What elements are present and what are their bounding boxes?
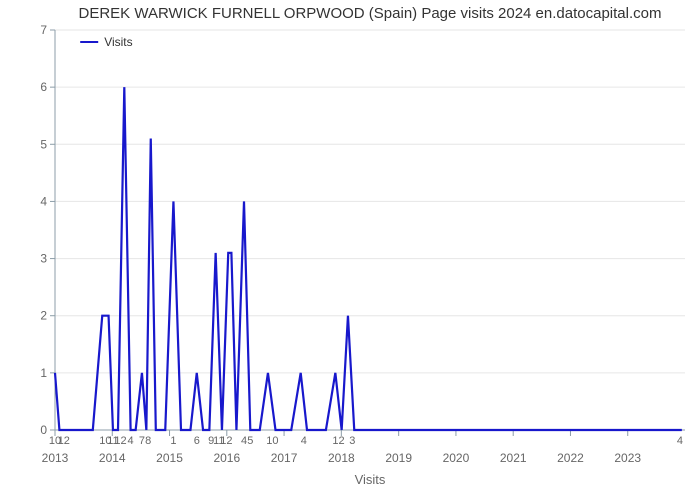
y-tick-label: 1 [40,366,47,380]
y-tick-label: 7 [40,23,47,37]
x-year-label: 2021 [500,451,527,465]
y-tick-label: 0 [40,423,47,437]
x-year-label: 2015 [156,451,183,465]
x-year-label: 2022 [557,451,584,465]
legend-label: Visits [104,35,132,49]
x-value-label: 10 [266,435,278,447]
x-value-label: 6 [194,435,200,447]
y-tick-label: 4 [40,194,47,208]
x-value-label: 12 [58,435,70,447]
x-value-label: 3 [349,435,355,447]
y-tick-label: 2 [40,309,47,323]
y-tick-label: 3 [40,252,47,266]
x-year-label: 2014 [99,451,126,465]
x-year-label: 2018 [328,451,355,465]
x-value-label: 4 [677,435,683,447]
x-value-label: 4 [128,435,134,447]
chart-bg [0,0,700,500]
line-chart: DEREK WARWICK FURNELL ORPWOOD (Spain) Pa… [0,0,700,500]
x-value-label: 12 [220,435,232,447]
x-year-label: 2017 [271,451,298,465]
x-value-label: 8 [145,435,151,447]
x-value-label: 1 [170,435,176,447]
x-year-label: 2016 [213,451,240,465]
x-year-label: 2023 [614,451,641,465]
x-value-label: 4 [301,435,307,447]
y-tick-label: 6 [40,80,47,94]
y-tick-label: 5 [40,137,47,151]
x-value-label: 4 [241,435,247,447]
chart-title: DEREK WARWICK FURNELL ORPWOOD (Spain) Pa… [79,5,662,22]
x-value-label: 12 [332,435,344,447]
x-year-label: 2020 [443,451,470,465]
x-year-label: 2013 [42,451,69,465]
x-value-label: 12 [114,435,126,447]
x-value-label: 7 [139,435,145,447]
x-value-label: 5 [247,435,253,447]
x-year-label: 2019 [385,451,412,465]
x-axis-title: Visits [355,472,386,487]
